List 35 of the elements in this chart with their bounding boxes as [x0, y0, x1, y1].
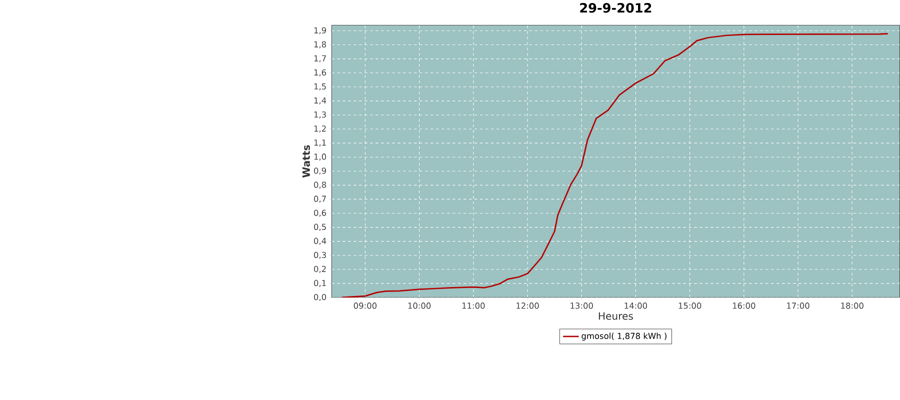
y-tick-label: 1,9 [314, 27, 326, 34]
x-tick-label: 14:00 [624, 302, 648, 309]
y-tick-label: 0,2 [314, 266, 326, 273]
y-tick-label: 1,8 [314, 41, 326, 48]
x-tick-label: 17:00 [787, 302, 810, 309]
legend-label: gmosol( 1,878 kWh ) [582, 332, 666, 340]
y-tick-label: 0,7 [314, 195, 326, 203]
y-tick-label: 0,8 [314, 181, 326, 189]
y-tick-label: 0,3 [314, 252, 326, 259]
x-tick-label: 10:00 [408, 302, 431, 309]
x-tick-label: 15:00 [678, 302, 702, 309]
y-tick-label: 1,4 [314, 97, 326, 104]
x-tick-label: 09:00 [354, 302, 377, 309]
y-tick-label: 1,0 [314, 153, 326, 160]
y-tick-label: 1,5 [314, 83, 326, 90]
x-tick-label: 13:00 [570, 302, 593, 309]
y-tick-label: 0,5 [314, 224, 326, 231]
y-tick-label: 0,9 [314, 167, 326, 174]
y-tick-label: 1,3 [314, 111, 326, 118]
chart-title: 29-9-2012 [580, 2, 652, 13]
y-tick-label: 0,1 [314, 280, 326, 287]
y-tick-label: 0,4 [314, 238, 326, 245]
x-tick-label: 12:00 [516, 302, 539, 309]
x-axis-title: Heures [598, 312, 633, 320]
x-tick-label: 18:00 [841, 302, 864, 309]
x-tick-label: 11:00 [462, 302, 485, 309]
y-axis-title: Watts [302, 145, 310, 178]
y-tick-label: 0,6 [314, 210, 326, 217]
line-series [341, 32, 889, 298]
y-tick-label: 1,2 [314, 125, 326, 132]
y-tick-label: 0,0 [314, 294, 326, 301]
y-tick-label: 1,7 [314, 55, 326, 62]
x-tick-label: 16:00 [732, 302, 756, 309]
y-tick-label: 1,1 [314, 139, 326, 146]
y-tick-label: 1,6 [314, 69, 326, 76]
